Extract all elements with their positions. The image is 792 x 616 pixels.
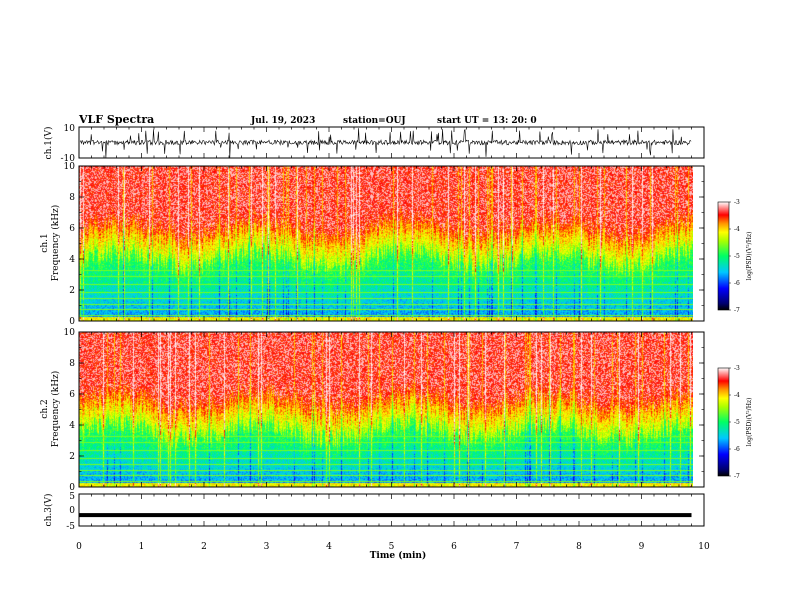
ch2-spectrogram-ylabel-frequency: Frequency (kHz) <box>50 371 61 448</box>
y-tick-label: 10 <box>64 328 76 338</box>
ch1-colorbar <box>717 201 730 311</box>
ch3-waveform-trace <box>79 513 692 518</box>
x-tick-label: 6 <box>451 542 457 552</box>
ch1-colorbar-label: log(PSD)(V²/Hz) <box>746 232 753 281</box>
ch1-spectrogram-image <box>79 166 693 321</box>
ch1-waveform-panel: 10 -10 ch.1(V) <box>43 124 705 164</box>
x-tick-label: 2 <box>201 542 207 552</box>
start-time-label: start UT = 13: 20: 0 <box>437 116 537 126</box>
x-tick-label: 4 <box>326 542 332 552</box>
y-tick-label: 8 <box>69 359 75 369</box>
date-label: Jul. 19, 2023 <box>250 116 315 126</box>
y-tick-label: 2 <box>69 452 75 462</box>
y-tick-label: 4 <box>69 255 75 265</box>
time-axis-tick-labels: 0 1 2 3 4 5 6 7 8 9 10 <box>76 542 710 552</box>
ch1-ytick-bottom: -10 <box>61 154 76 164</box>
colorbar-tick-label: -7 <box>734 307 740 314</box>
ch2-spectrogram-ylabel-channel: ch.2 <box>40 399 50 418</box>
x-tick-label: 5 <box>389 542 395 552</box>
x-tick-label: 0 <box>76 542 82 552</box>
y-tick-label: 0 <box>69 483 75 493</box>
colorbar-tick-label: -7 <box>734 473 740 480</box>
y-tick-label: 0 <box>69 317 75 327</box>
y-tick-label: 6 <box>69 390 75 400</box>
colorbar-tick-label: -4 <box>734 226 740 233</box>
ch3-ytick-mid: 0 <box>69 506 75 516</box>
colorbar-tick-label: -4 <box>734 392 740 399</box>
ch1-waveform-trace <box>79 128 692 159</box>
y-tick-label: 10 <box>64 162 76 172</box>
ch2-colorbar <box>717 367 730 477</box>
x-tick-label: 10 <box>698 542 710 552</box>
ch2-colorbar-label: log(PSD)(V²/Hz) <box>746 398 753 447</box>
x-tick-label: 3 <box>264 542 270 552</box>
x-tick-label: 9 <box>639 542 645 552</box>
figure-title: VLF Spectra <box>78 113 154 126</box>
colorbar-tick-label: -5 <box>734 253 740 260</box>
time-axis-ticks <box>78 127 705 526</box>
colorbar-tick-label: -6 <box>734 280 740 287</box>
ch3-ytick-top: 5 <box>69 492 75 502</box>
ch3-waveform-panel: 5 0 -5 ch.3(V) <box>43 492 705 532</box>
ch3-ytick-bottom: -5 <box>66 522 75 532</box>
x-tick-label: 1 <box>139 542 145 552</box>
y-tick-label: 4 <box>69 421 75 431</box>
time-axis-label: Time (min) <box>370 550 427 561</box>
colorbar-tick-label: -3 <box>734 199 740 206</box>
ch1-ylabel: ch.1(V) <box>43 127 54 160</box>
x-tick-label: 8 <box>576 542 582 552</box>
ch3-ylabel: ch.3(V) <box>43 494 54 527</box>
y-tick-label: 6 <box>69 224 75 234</box>
ch1-spectrogram-ylabel-frequency: Frequency (kHz) <box>50 205 61 282</box>
colorbar-tick-label: -6 <box>734 446 740 453</box>
x-tick-label: 7 <box>514 542 520 552</box>
ch2-spectrogram-image <box>79 332 693 487</box>
colorbar-tick-label: -5 <box>734 419 740 426</box>
station-label: station=OUJ <box>343 116 406 126</box>
ch1-ytick-top: 10 <box>64 124 76 134</box>
y-tick-label: 2 <box>69 286 75 296</box>
colorbar-tick-label: -3 <box>734 365 740 372</box>
ch1-spectrogram-ylabel-channel: ch.1 <box>40 233 50 252</box>
y-tick-label: 8 <box>69 193 75 203</box>
